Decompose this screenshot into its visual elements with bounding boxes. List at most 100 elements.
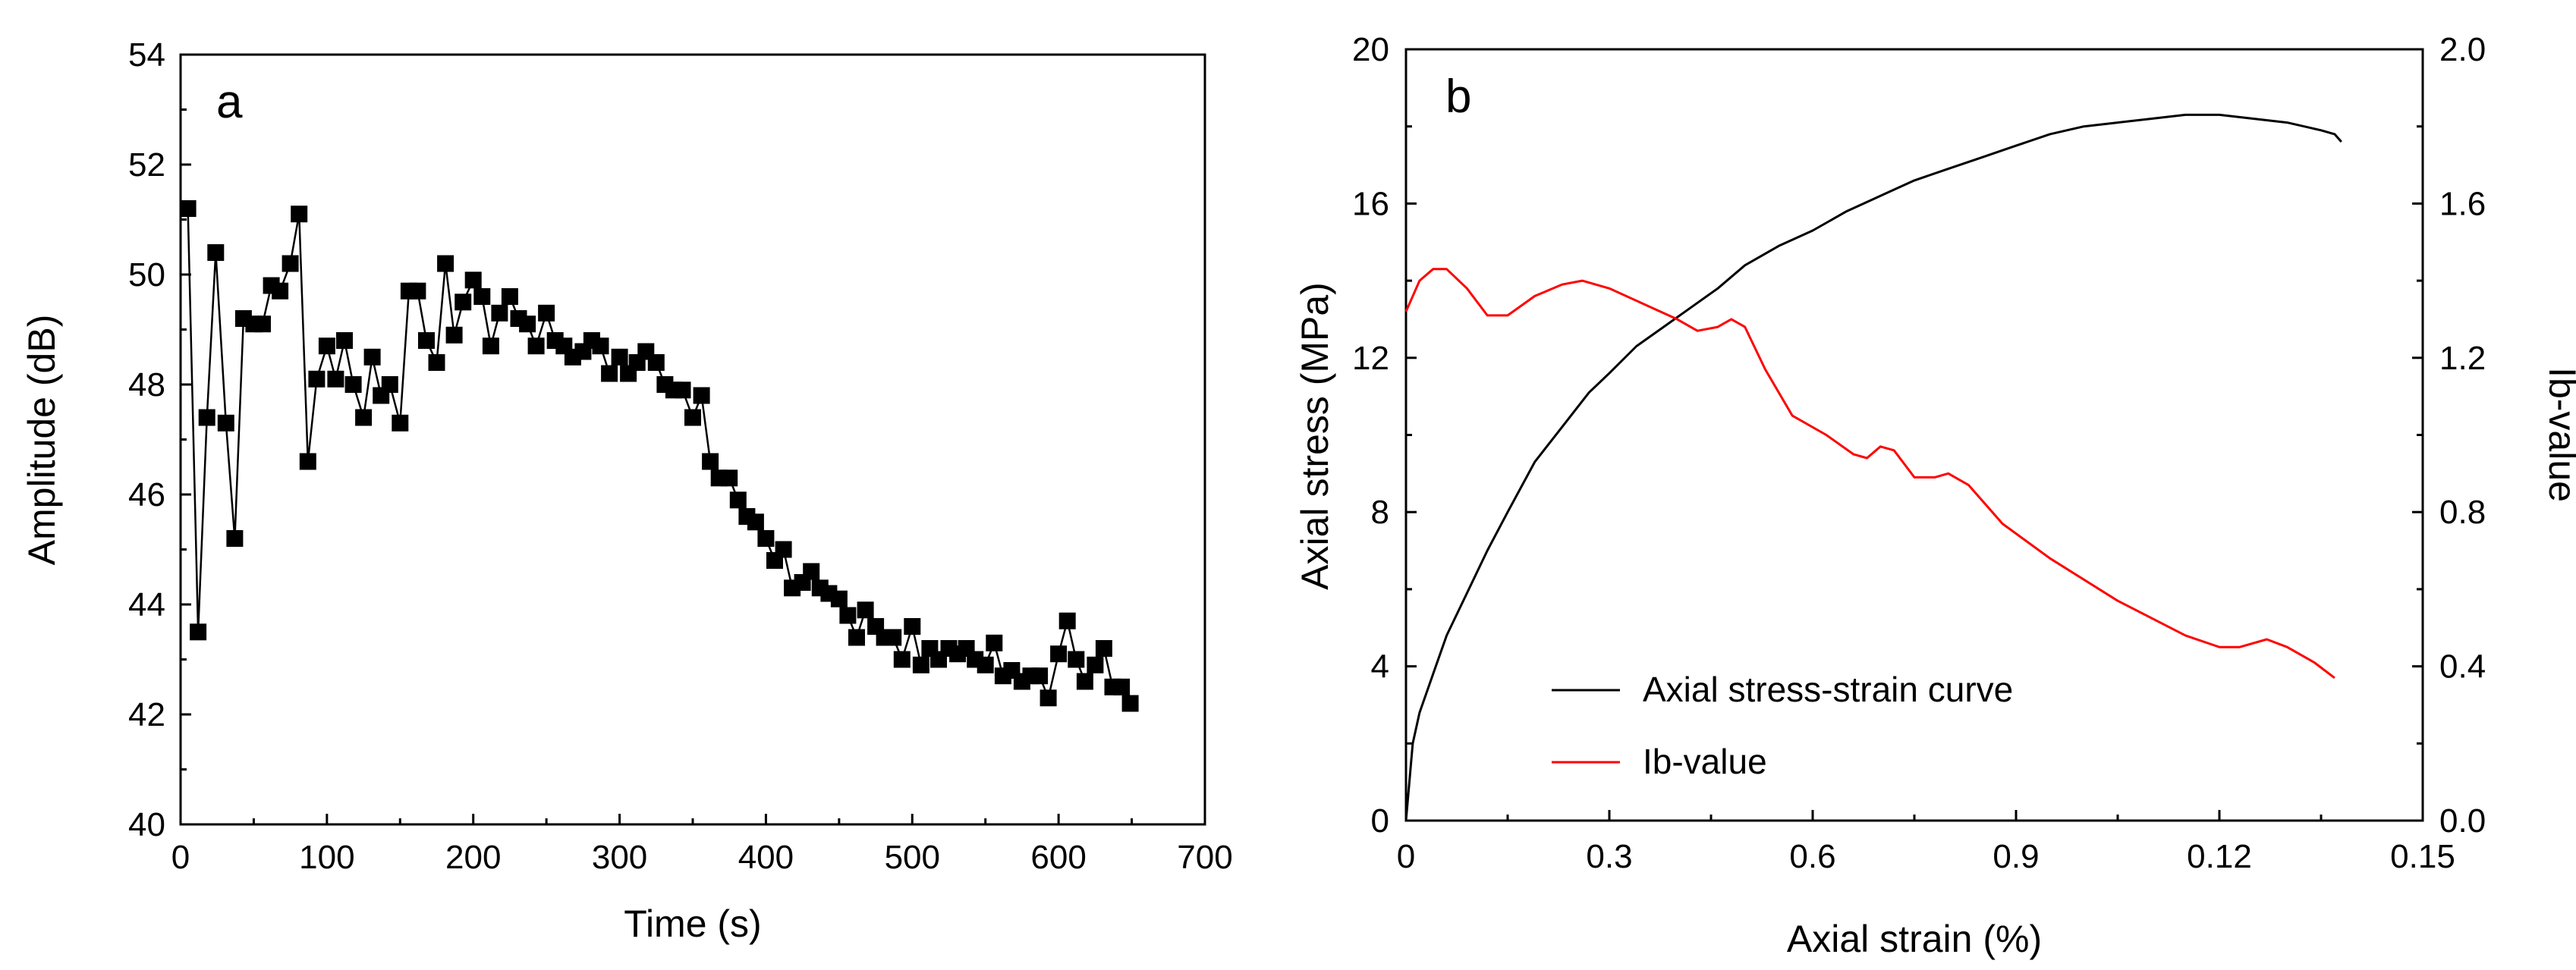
amplitude-point: [848, 629, 865, 646]
panel-b: b 0 0.3 0.6 0.9 0.12 0.15 0 4 8 12 16 20 0.0 0.4 0.8…: [1294, 31, 2576, 960]
x-tick-label: 100: [299, 839, 354, 876]
y-tick-label: 52: [128, 146, 165, 184]
amplitude-point: [519, 315, 536, 333]
amplitude-point: [207, 244, 225, 261]
legend-stress-strain-label: Axial stress-strain curve: [1643, 670, 2013, 709]
amplitude-point: [747, 513, 764, 531]
y2-tick-label: 0.4: [2439, 648, 2486, 686]
x-tick-label: 300: [592, 839, 647, 876]
amplitude-point: [1087, 656, 1104, 673]
y-tick-label: 16: [1352, 185, 1389, 222]
y-tick-label: 48: [128, 366, 165, 403]
amplitude-point: [501, 288, 518, 305]
amplitude-point: [282, 255, 299, 272]
panel-a-label: a: [216, 76, 243, 128]
amplitude-point: [592, 337, 609, 355]
panel-b-y-axis-left: 0 4 8 12 16 20: [1352, 31, 1417, 840]
amplitude-point: [893, 651, 911, 668]
amplitude-point: [1058, 612, 1076, 629]
amplitude-point: [601, 365, 618, 382]
amplitude-point: [977, 656, 994, 673]
amplitude-point: [1121, 695, 1139, 712]
amplitude-point: [482, 337, 499, 355]
y-tick-label: 46: [128, 476, 165, 513]
x-tick-label: 0.12: [2187, 838, 2252, 875]
panel-a: a 0 100 200 300 400 500 600 700 40 42 44 46 48 50 52 5…: [20, 36, 1233, 945]
y-tick-label: 8: [1371, 494, 1389, 531]
x-tick-label: 500: [885, 839, 940, 876]
amplitude-point: [355, 409, 373, 426]
amplitude-point: [392, 414, 409, 432]
amplitude-point: [729, 491, 747, 509]
amplitude-point: [684, 409, 701, 426]
panel-b-label: b: [1445, 71, 1471, 123]
amplitude-point: [702, 453, 719, 470]
x-tick-label: 0: [1397, 838, 1415, 875]
amplitude-point: [363, 348, 381, 366]
y-tick-label: 50: [128, 256, 165, 294]
amplitude-point: [693, 387, 710, 404]
amplitude-point: [418, 332, 435, 349]
amplitude-point: [538, 304, 555, 322]
panel-b-x-axis-label: Axial strain (%): [1787, 918, 2042, 960]
amplitude-point: [198, 409, 215, 426]
amplitude-point: [454, 294, 472, 311]
amplitude-point: [344, 376, 362, 393]
y-tick-label: 0: [1371, 802, 1389, 840]
amplitude-point: [912, 656, 929, 673]
amplitude-point: [179, 200, 197, 217]
panel-b-legend: Axial stress-strain curve Ib-value: [1552, 670, 2013, 781]
x-tick-label: 400: [738, 839, 794, 876]
amplitude-point: [839, 607, 857, 624]
amplitude-point: [336, 332, 353, 349]
ib-value-curve: [1404, 268, 2335, 680]
amplitude-point: [904, 618, 921, 635]
x-tick-label: 700: [1177, 839, 1232, 876]
x-tick-label: 0: [171, 839, 190, 876]
x-tick-label: 0.6: [1789, 838, 1835, 875]
amplitude-point: [308, 370, 326, 388]
amplitude-point: [611, 348, 628, 366]
panel-b-y2-axis-label: Ib-value: [2541, 367, 2576, 502]
amplitude-point: [1068, 651, 1085, 668]
amplitude-point: [857, 601, 874, 619]
x-tick-label: 0.3: [1586, 838, 1632, 875]
amplitude-point: [757, 530, 775, 547]
amplitude-point: [217, 414, 234, 432]
panel-b-series: [1404, 113, 2342, 821]
x-tick-label: 0.15: [2390, 838, 2455, 875]
amplitude-point: [428, 354, 445, 371]
amplitude-point: [445, 326, 463, 344]
amplitude-point: [1113, 678, 1131, 695]
amplitude-point: [647, 354, 665, 371]
y2-tick-label: 1.2: [2439, 340, 2486, 377]
amplitude-point: [775, 541, 792, 558]
amplitude-point: [381, 376, 398, 393]
panel-b-y-axis-right: 0.0 0.4 0.8 1.2 1.6 2.0: [2412, 31, 2486, 840]
amplitude-point: [291, 206, 308, 223]
x-tick-label: 600: [1030, 839, 1086, 876]
amplitude-point: [409, 282, 426, 300]
amplitude-point: [437, 255, 454, 272]
panel-a-series: [179, 200, 1139, 712]
panel-a-y-axis: 40 42 44 46 48 50 52 54: [128, 36, 191, 843]
y-tick-label: 42: [128, 696, 165, 733]
amplitude-point: [986, 634, 1003, 651]
panel-a-x-axis-label: Time (s): [624, 903, 761, 945]
amplitude-point: [464, 272, 482, 289]
amplitude-point: [1076, 673, 1093, 690]
amplitude-point: [473, 288, 491, 305]
amplitude-point: [1095, 640, 1112, 657]
legend-ib-value-label: Ib-value: [1643, 742, 1767, 781]
amplitude-point: [885, 629, 902, 646]
amplitude-point: [721, 469, 738, 487]
amplitude-point: [1050, 645, 1068, 663]
amplitude-point: [1040, 689, 1057, 707]
amplitude-point: [318, 337, 335, 355]
y2-tick-label: 0.8: [2439, 494, 2486, 531]
amplitude-point: [1031, 667, 1049, 685]
stress-strain-curve: [1404, 113, 2342, 821]
amplitude-point: [190, 623, 207, 641]
